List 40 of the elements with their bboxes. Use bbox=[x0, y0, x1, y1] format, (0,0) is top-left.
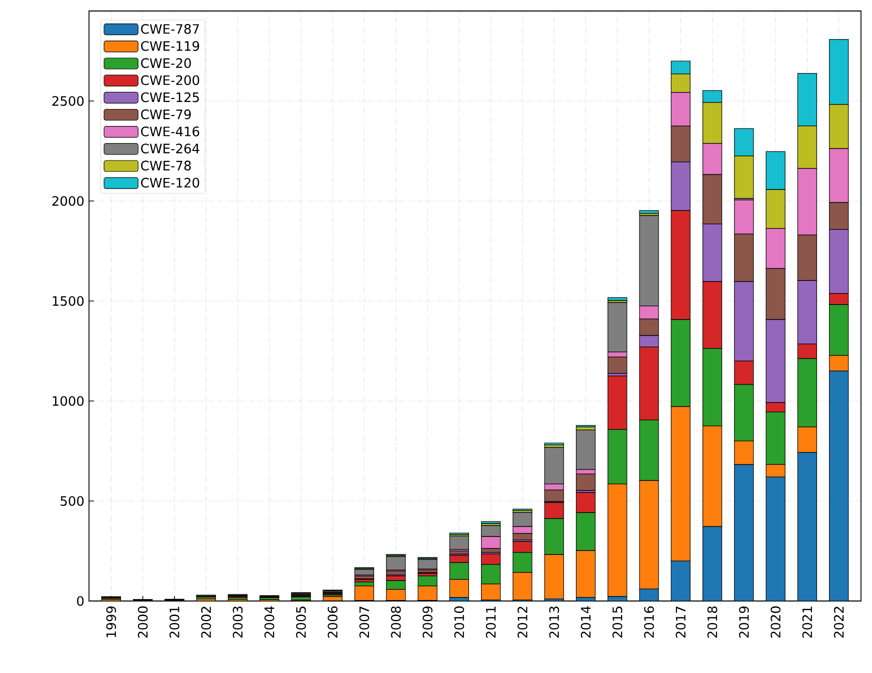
y-tick-label: 1000 bbox=[52, 396, 84, 406]
x-tick-label: 2012 bbox=[518, 606, 528, 638]
x-tick-label: 2022 bbox=[834, 606, 844, 638]
x-tick-label: 2001 bbox=[170, 606, 180, 638]
x-tick-label: 2003 bbox=[232, 606, 243, 638]
legend-label: CWE-416 bbox=[141, 126, 200, 136]
x-tick-label: 2011 bbox=[486, 606, 496, 638]
legend-label: CWE-787 bbox=[141, 24, 199, 34]
x-tick-label: 2009 bbox=[422, 606, 432, 638]
x-tick-label: 2013 bbox=[549, 606, 560, 638]
legend-label: CWE-120 bbox=[141, 178, 200, 188]
x-tick-label: 2004 bbox=[264, 606, 274, 638]
legend-label: CWE-20 bbox=[141, 58, 191, 68]
x-tick-label: 1999 bbox=[106, 606, 116, 638]
x-tick-label: 2016 bbox=[644, 606, 654, 638]
x-tick-label: 2018 bbox=[707, 606, 718, 638]
x-tick-label: 2017 bbox=[676, 606, 686, 638]
x-tick-label: 2002 bbox=[201, 606, 211, 638]
x-tick-label: 2000 bbox=[138, 606, 148, 638]
x-tick-label: 2021 bbox=[802, 606, 812, 638]
y-tick-label: 500 bbox=[60, 496, 84, 506]
y-tick-label: 2000 bbox=[52, 196, 84, 206]
x-tick-label: 2019 bbox=[739, 606, 749, 638]
x-tick-label: 2005 bbox=[296, 606, 306, 638]
y-tick-label: 1500 bbox=[52, 296, 84, 306]
x-tick-label: 2006 bbox=[328, 606, 338, 638]
x-tick-label: 2008 bbox=[390, 606, 401, 638]
legend-label: CWE-79 bbox=[141, 109, 191, 120]
legend-label: CWE-125 bbox=[141, 92, 199, 102]
legend-label: CWE-78 bbox=[141, 160, 191, 171]
x-tick-label: 2020 bbox=[770, 606, 781, 638]
legend-label: CWE-200 bbox=[141, 75, 200, 86]
legend-label: CWE-264 bbox=[141, 144, 200, 154]
x-tick-label: 2015 bbox=[612, 606, 622, 638]
legend-label: CWE-119 bbox=[141, 41, 200, 51]
y-tick-label: 0 bbox=[77, 596, 84, 606]
x-tick-label: 2007 bbox=[359, 606, 370, 638]
x-tick-label: 2010 bbox=[454, 606, 464, 638]
y-tick-label: 2500 bbox=[52, 96, 84, 106]
x-tick-label: 2014 bbox=[580, 606, 591, 638]
